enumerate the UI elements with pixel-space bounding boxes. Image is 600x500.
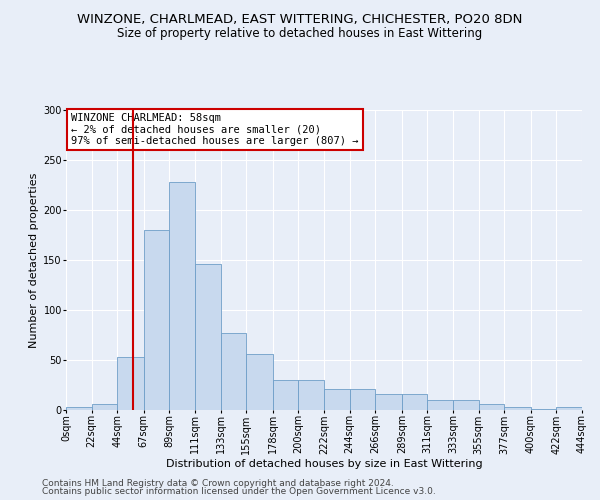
Bar — [221, 333, 246, 410]
Bar — [479, 404, 504, 410]
Bar — [195, 264, 221, 410]
Text: Contains public sector information licensed under the Open Government Licence v3: Contains public sector information licen… — [42, 487, 436, 496]
Bar — [427, 400, 453, 410]
Y-axis label: Number of detached properties: Number of detached properties — [29, 172, 39, 348]
Bar — [66, 407, 92, 410]
Bar — [169, 182, 195, 410]
Bar — [556, 407, 582, 410]
Text: Size of property relative to detached houses in East Wittering: Size of property relative to detached ho… — [118, 28, 482, 40]
Text: WINZONE, CHARLMEAD, EAST WITTERING, CHICHESTER, PO20 8DN: WINZONE, CHARLMEAD, EAST WITTERING, CHIC… — [77, 12, 523, 26]
Bar — [375, 394, 402, 410]
Bar — [531, 409, 556, 410]
Bar — [324, 389, 350, 410]
Bar — [402, 394, 427, 410]
Bar — [246, 354, 273, 410]
Bar — [582, 408, 600, 410]
Bar — [350, 389, 375, 410]
Bar — [273, 380, 298, 410]
Bar — [453, 400, 479, 410]
Bar — [298, 380, 324, 410]
Text: Contains HM Land Registry data © Crown copyright and database right 2024.: Contains HM Land Registry data © Crown c… — [42, 478, 394, 488]
Text: WINZONE CHARLMEAD: 58sqm
← 2% of detached houses are smaller (20)
97% of semi-de: WINZONE CHARLMEAD: 58sqm ← 2% of detache… — [71, 113, 359, 146]
X-axis label: Distribution of detached houses by size in East Wittering: Distribution of detached houses by size … — [166, 459, 482, 469]
Bar — [144, 230, 169, 410]
Bar — [117, 357, 144, 410]
Bar — [92, 404, 117, 410]
Bar — [504, 407, 531, 410]
